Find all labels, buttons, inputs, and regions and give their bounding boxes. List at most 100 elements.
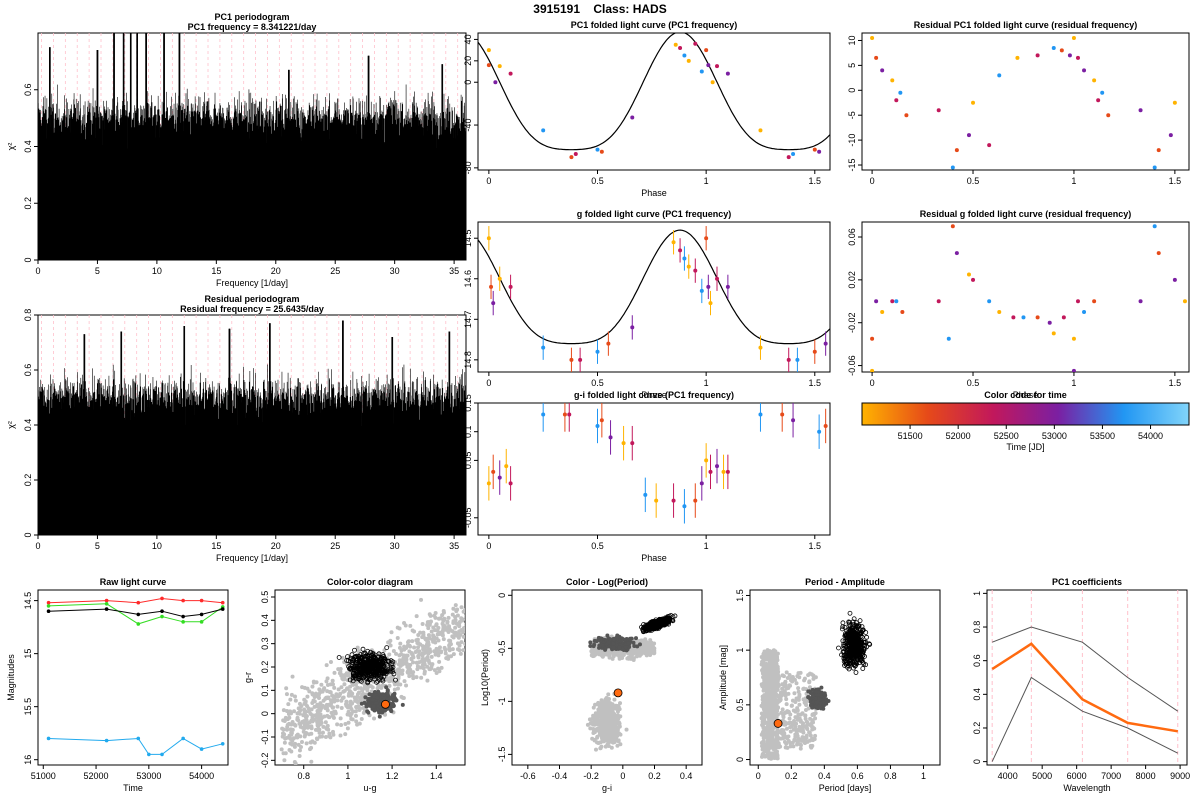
scatter-point	[447, 648, 452, 653]
x-axis-label: g-i	[602, 783, 612, 793]
chart-title: Residual PC1 folded light curve (residua…	[914, 20, 1138, 30]
data-point	[950, 165, 955, 170]
scatter-point	[371, 654, 376, 660]
scatter-point	[410, 628, 415, 633]
data-point	[1172, 100, 1177, 105]
scatter-point	[344, 658, 350, 663]
y-tick-label: 0.6	[23, 364, 33, 377]
scatter-point	[806, 673, 811, 678]
y-tick-label: -15	[847, 159, 857, 172]
data-point	[682, 53, 687, 58]
scatter-point	[352, 647, 357, 653]
data-point	[630, 441, 635, 446]
scatter-point	[394, 698, 399, 703]
scatter-point	[330, 705, 335, 710]
scatter-point	[334, 692, 339, 697]
scatter-point	[407, 643, 412, 648]
scatter-point	[324, 663, 329, 668]
scatter-point	[796, 712, 801, 717]
y-tick-label: -5	[847, 111, 857, 119]
data-point	[890, 299, 895, 304]
scatter-point	[355, 645, 360, 650]
scatter-point	[793, 732, 798, 737]
x-axis-label: Phase	[1013, 390, 1039, 400]
scatter-point	[288, 697, 293, 702]
scatter-point	[774, 734, 779, 739]
scatter-point	[624, 727, 629, 732]
scatter-point	[467, 620, 471, 624]
data-point	[715, 464, 720, 469]
scatter-point	[445, 619, 450, 624]
scatter-point	[303, 709, 308, 714]
data-point	[870, 336, 875, 341]
x-tick-label: 1.5	[809, 176, 822, 186]
scatter-point	[342, 682, 347, 687]
model-curve	[478, 33, 830, 151]
plot-frame	[477, 221, 831, 373]
scatter-point	[612, 697, 617, 702]
x-tick-label: 1.2	[386, 771, 399, 781]
scatter-point	[356, 649, 361, 654]
scatter-point	[618, 638, 623, 643]
scatter-point	[593, 713, 598, 718]
scatter-point	[776, 675, 781, 680]
scatter-point	[594, 639, 599, 644]
scatter-point	[769, 731, 774, 736]
scatter-point	[412, 645, 417, 650]
scatter-point	[609, 731, 614, 736]
scatter-point	[339, 685, 344, 690]
x-axis-label: Frequency [1/day]	[216, 553, 288, 563]
scatter-point	[784, 726, 789, 731]
scatter-point	[801, 735, 806, 740]
scatter-point	[373, 670, 379, 675]
data-point	[1172, 277, 1177, 282]
scatter-point	[319, 682, 324, 687]
x-tick-label: 1	[704, 176, 709, 186]
data-point	[710, 80, 715, 85]
x-tick-label: 0.5	[591, 176, 604, 186]
scatter-point	[375, 695, 380, 700]
scatter-point	[315, 712, 320, 717]
data-point	[971, 277, 976, 282]
scatter-point	[325, 683, 330, 688]
scatter-point	[767, 666, 772, 671]
scatter-point	[591, 727, 596, 732]
scatter-point	[778, 697, 783, 702]
scatter-point	[389, 630, 394, 635]
scatter-point	[810, 693, 815, 698]
scatter-point	[345, 726, 350, 731]
data-point	[758, 128, 763, 133]
data-point	[758, 345, 763, 350]
scatter-point	[287, 715, 292, 720]
scatter-point	[388, 678, 393, 683]
scatter-point	[782, 739, 787, 744]
data-point	[1168, 133, 1173, 138]
plot-frame	[37, 589, 229, 766]
chart-gi-folded: g-i folded light curve (PC1 frequency)0 0…	[463, 390, 831, 563]
chart-color-logperiod: Color - Log(Period)-0.6 -0.4 -0.2 0 0.2 0.40-…	[480, 577, 703, 793]
x-axis-label: Phase	[641, 390, 667, 400]
scatter-point	[383, 708, 388, 713]
scatter-point	[375, 678, 381, 684]
scatter-point	[372, 694, 377, 699]
scatter-point	[320, 730, 325, 735]
scatter-point	[301, 729, 306, 734]
scatter-point	[797, 694, 802, 699]
scatter-point	[405, 640, 410, 645]
scatter-point	[287, 747, 292, 752]
scatter-point	[666, 613, 672, 619]
scatter-point	[418, 665, 423, 670]
scatter-point	[349, 652, 355, 658]
raw-series-line	[48, 608, 223, 618]
scatter-point	[621, 653, 626, 658]
scatter-point	[343, 732, 348, 737]
scatter-point	[343, 722, 348, 727]
scatter-point	[304, 741, 309, 746]
highlight-point	[381, 699, 390, 709]
x-tick-label: 1.5	[1169, 378, 1182, 388]
scatter-point	[346, 709, 351, 714]
y-tick-label: 14.8	[463, 351, 473, 369]
x-tick-label: 1	[1071, 176, 1076, 186]
